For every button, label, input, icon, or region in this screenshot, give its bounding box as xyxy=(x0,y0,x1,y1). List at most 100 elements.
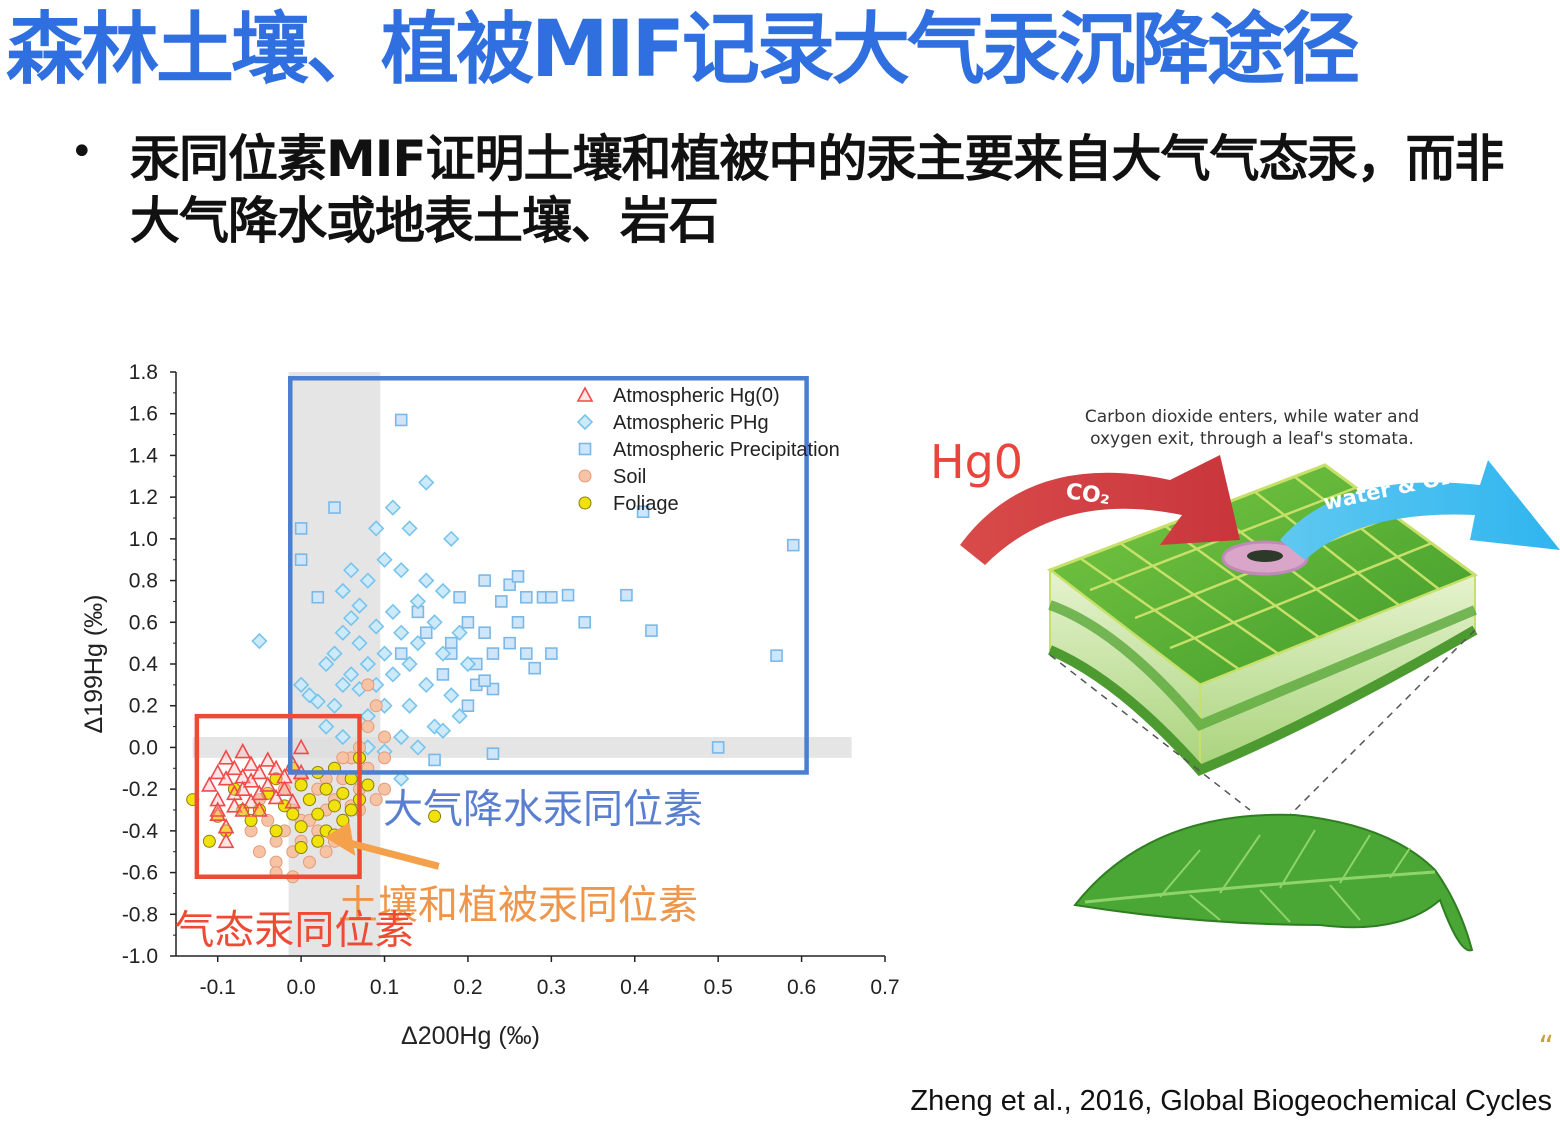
point-atmospheric-hg-0- xyxy=(226,759,243,776)
point-atmospheric-phg xyxy=(318,718,335,735)
point-atmospheric-phg xyxy=(376,645,393,662)
point-atmospheric-precipitation xyxy=(561,588,575,602)
point-atmospheric-hg-0- xyxy=(259,751,277,767)
point-atmospheric-phg xyxy=(393,728,410,746)
point-atmospheric-phg xyxy=(451,624,468,641)
point-atmospheric-precipitation xyxy=(428,753,441,767)
x-tick-label: 0.1 xyxy=(370,976,399,999)
y-tick-label: 0.2 xyxy=(129,695,158,718)
point-atmospheric-precipitation xyxy=(503,578,516,592)
point-atmospheric-hg-0- xyxy=(234,742,252,759)
point-atmospheric-hg-0- xyxy=(242,772,260,788)
y-tick-label: 1.4 xyxy=(129,444,159,467)
point-atmospheric-precipitation xyxy=(511,615,525,629)
blue-annotation-box xyxy=(288,376,809,775)
point-atmospheric-phg xyxy=(359,572,376,589)
leaf-caption-line1: Carbon dioxide enters, while water and xyxy=(1085,407,1419,427)
point-atmospheric-precipitation xyxy=(486,747,500,760)
point-atmospheric-hg-0- xyxy=(242,755,260,771)
point-atmospheric-phg xyxy=(351,635,368,652)
point-atmospheric-phg xyxy=(401,520,418,537)
point-foliage xyxy=(311,807,325,821)
point-soil xyxy=(361,720,375,734)
point-atmospheric-hg-0- xyxy=(251,763,268,780)
x-tick-label: 0.7 xyxy=(870,976,899,999)
point-atmospheric-precipitation xyxy=(636,505,650,519)
orange-arrowhead-icon xyxy=(324,822,356,856)
point-foliage xyxy=(202,834,216,848)
point-foliage xyxy=(344,803,358,817)
y-tick-label: -0.2 xyxy=(122,778,158,801)
point-atmospheric-hg-0- xyxy=(251,801,268,817)
point-soil xyxy=(252,845,266,859)
orange-arrow-shaft xyxy=(341,837,440,870)
point-atmospheric-hg-0- xyxy=(209,801,227,817)
point-atmospheric-phg xyxy=(326,645,343,662)
point-atmospheric-precipitation xyxy=(294,522,308,535)
point-atmospheric-phg xyxy=(451,708,468,725)
point-atmospheric-hg-0- xyxy=(226,797,243,813)
scatter-chart: 1.8 1.6 1.4 1.2 1.0 0.8 0.6 0.4 0.2 0.0 -0.2 -0.4 -0… xyxy=(80,361,900,1050)
point-atmospheric-precipitation xyxy=(486,647,500,660)
corner-quote-mark: “ xyxy=(1538,1030,1554,1065)
point-atmospheric-hg-0- xyxy=(242,792,260,809)
point-atmospheric-hg-0- xyxy=(234,801,252,817)
point-atmospheric-phg xyxy=(376,551,393,568)
point-soil xyxy=(369,793,383,807)
point-atmospheric-hg-0- xyxy=(267,788,285,805)
y-tick-label: -0.6 xyxy=(122,862,158,885)
y-tick-label: -1.0 xyxy=(122,945,158,968)
point-atmospheric-precipitation xyxy=(786,538,800,552)
point-atmospheric-phg xyxy=(418,474,435,491)
point-atmospheric-precipitation xyxy=(394,647,408,660)
point-atmospheric-precipitation xyxy=(394,413,408,427)
point-foliage xyxy=(327,799,341,813)
y-tick-label: 0.6 xyxy=(129,611,158,634)
point-atmospheric-phg xyxy=(343,562,360,579)
x-tick-label: 0.0 xyxy=(287,976,316,999)
y-tick-label: 1.6 xyxy=(129,403,158,426)
point-atmospheric-hg-0- xyxy=(267,759,285,776)
x-tick-label: 0.6 xyxy=(787,976,816,999)
y-tick-label: 1.0 xyxy=(129,528,158,551)
point-atmospheric-phg xyxy=(309,693,326,710)
y-tick-label: 0.4 xyxy=(129,653,159,676)
point-atmospheric-precipitation xyxy=(461,615,475,629)
point-foliage xyxy=(302,793,316,807)
point-atmospheric-phg xyxy=(409,635,427,652)
legend-label: Foliage xyxy=(613,493,679,515)
point-foliage xyxy=(294,778,308,792)
point-atmospheric-hg-0- xyxy=(251,784,268,801)
point-atmospheric-precipitation xyxy=(645,624,658,637)
y-tick-label: -0.4 xyxy=(122,820,159,843)
point-atmospheric-phg xyxy=(418,572,435,589)
legend-label: Atmospheric Precipitation xyxy=(613,439,840,461)
x-tick-label: 0.5 xyxy=(704,976,733,999)
point-atmospheric-phg xyxy=(393,562,410,579)
point-atmospheric-phg xyxy=(334,728,351,746)
citation: Zheng et al., 2016, Global Biogeochemica… xyxy=(910,1085,1552,1117)
point-atmospheric-precipitation xyxy=(545,590,558,604)
point-soil xyxy=(369,699,383,713)
y-tick-label: 1.2 xyxy=(129,486,158,509)
point-atmospheric-phg xyxy=(459,655,477,673)
point-atmospheric-precipitation xyxy=(503,636,516,650)
point-atmospheric-phg xyxy=(343,609,360,627)
legend-label: Soil xyxy=(613,466,646,488)
co2-label: CO₂ xyxy=(1064,479,1112,510)
point-atmospheric-phg xyxy=(368,618,385,635)
orange-label: 土壤和植被汞同位素 xyxy=(338,882,698,928)
legend-marker xyxy=(576,413,594,431)
y-tick-label: 1.8 xyxy=(129,361,158,384)
point-atmospheric-phg xyxy=(384,499,402,516)
point-foliage xyxy=(286,807,300,821)
red-annotation-box xyxy=(194,713,362,879)
point-atmospheric-precipitation xyxy=(770,649,783,662)
point-atmospheric-phg xyxy=(368,520,385,537)
point-atmospheric-phg xyxy=(318,655,335,673)
point-foliage xyxy=(294,841,308,855)
x-tick-label: 0.2 xyxy=(453,976,482,999)
point-soil xyxy=(261,813,275,827)
y-axis-label: Δ199Hg (‰) xyxy=(80,595,108,734)
point-atmospheric-precipitation xyxy=(294,553,308,567)
